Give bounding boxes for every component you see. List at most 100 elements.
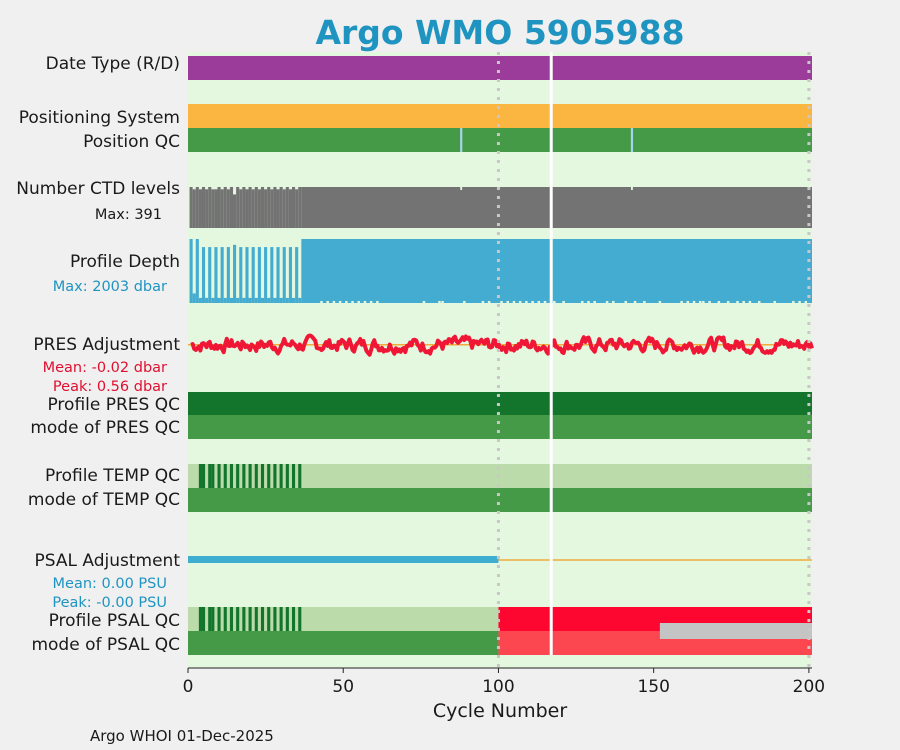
- ctd-level-bar-26: [267, 187, 271, 228]
- psal-qc-dark-26: [267, 607, 271, 631]
- depth-dip-76: [422, 300, 426, 303]
- label-profile-pres-qc: Profile PRES QC: [47, 395, 180, 415]
- label-positioning-system: Positioning System: [19, 108, 180, 128]
- depth-bar-23: [257, 247, 261, 303]
- ctd-level-bar-1: [189, 187, 193, 228]
- ctd-level-bar-23: [257, 189, 261, 228]
- mode-psal-qc-missing: [659, 623, 812, 639]
- x-axis-label: Cycle Number: [433, 700, 567, 722]
- depth-dip-152: [658, 300, 662, 303]
- depth-dip-115: [543, 300, 547, 303]
- position-qc-bar: [188, 128, 812, 152]
- ctd-max-text: Max: 391: [95, 207, 162, 223]
- ctd-level-bar-24: [260, 187, 265, 228]
- psal-qc-dark-34: [292, 607, 296, 631]
- depth-dip-171: [717, 300, 721, 303]
- depth-dip-159: [680, 300, 683, 303]
- ctd-level-bar-2: [192, 189, 196, 228]
- ctd-level-bar-7: [208, 187, 212, 228]
- pres-mean-text: Mean: -0.02 dbar: [43, 360, 167, 376]
- ctd-level-bar-5: [201, 187, 206, 228]
- ctd-tick: [631, 187, 633, 190]
- psal-qc-dark-4: [198, 607, 202, 631]
- depth-dip-97: [487, 300, 491, 303]
- x-tick-label-200: 200: [793, 677, 825, 697]
- profile-depth-bar: [301, 239, 812, 303]
- depth-dip-144: [633, 300, 637, 303]
- depth-dip-141: [624, 300, 627, 303]
- depth-bar-13: [226, 247, 230, 303]
- status-bars: [188, 56, 814, 655]
- temp-qc-dark-30: [279, 464, 283, 488]
- x-tick-label-0: 0: [183, 677, 194, 697]
- depth-dip-166: [702, 300, 705, 303]
- depth-dip-184: [757, 300, 761, 303]
- depth-bar-22: [254, 297, 258, 303]
- depth-bar-8: [211, 297, 215, 303]
- depth-dip-147: [643, 300, 646, 303]
- temp-qc-dark-34: [292, 464, 296, 488]
- depth-dip-197: [798, 300, 801, 303]
- x-axis-ticks: 0 50 100 150 200: [183, 668, 825, 697]
- depth-bar-16: [236, 297, 240, 303]
- depth-bar-21: [251, 247, 255, 303]
- depth-dip-45: [326, 300, 329, 303]
- ctd-levels-bar: [301, 187, 812, 228]
- ctd-level-bar-18: [242, 187, 246, 228]
- temp-qc-dark-28: [273, 464, 277, 488]
- label-position-qc: Position QC: [83, 132, 180, 152]
- depth-dip-163: [692, 300, 696, 303]
- ctd-level-bar-6: [205, 189, 209, 228]
- temp-qc-dark-8: [211, 464, 215, 488]
- label-mode-pres-qc: mode of PRES QC: [30, 418, 180, 438]
- ctd-level-bar-27: [270, 189, 274, 228]
- depth-bar-34: [292, 297, 296, 303]
- depth-bar-32: [285, 297, 289, 303]
- depth-dip-43: [320, 300, 323, 303]
- psal-qc-dark-18: [242, 607, 246, 631]
- temp-qc-dark-10: [217, 464, 221, 488]
- date-type-bar: [188, 56, 812, 80]
- psal-mean-text: Mean: 0.00 PSU: [53, 576, 167, 592]
- ctd-level-bar-33: [288, 189, 292, 228]
- depth-bar-25: [264, 247, 268, 303]
- depth-dip-47: [332, 300, 336, 303]
- depth-dip-101: [500, 300, 503, 303]
- label-psal-adjustment: PSAL Adjustment: [35, 551, 181, 571]
- label-mode-temp-qc: mode of TEMP QC: [28, 490, 180, 510]
- gridlines: [496, 52, 811, 668]
- label-ctd-levels: Number CTD levels: [16, 179, 180, 199]
- label-pres-adjustment: PRES Adjustment: [33, 335, 180, 355]
- profile-pres-qc-bar: [188, 392, 812, 415]
- depth-bar-27: [270, 247, 274, 303]
- depth-bar-3: [195, 239, 199, 303]
- temp-qc-dark-36: [298, 464, 302, 488]
- positioning-bar: [188, 104, 812, 128]
- psal-qc-dark-14: [229, 607, 234, 631]
- depth-bar-9: [214, 247, 218, 303]
- label-profile-depth: Profile Depth: [70, 252, 180, 272]
- depth-dip-127: [581, 300, 584, 303]
- psal-qc-dark-28: [273, 607, 277, 631]
- depth-bar-2: [192, 293, 196, 303]
- ctd-level-bar-9: [214, 189, 218, 228]
- depth-dip-111: [531, 300, 534, 303]
- depth-dip-89: [463, 300, 466, 303]
- ctd-level-bar-36: [298, 187, 302, 228]
- depth-bar-12: [223, 297, 227, 303]
- temp-qc-dark-5: [201, 464, 206, 488]
- ctd-level-bar-19: [245, 189, 249, 228]
- depth-bar-30: [279, 297, 283, 303]
- depth-dip-55: [357, 300, 360, 303]
- ctd-level-bar-17: [239, 189, 243, 228]
- label-mode-psal-qc: mode of PSAL QC: [31, 635, 180, 655]
- depth-dip-51: [345, 300, 348, 303]
- psal-qc-dark-22: [254, 607, 258, 631]
- depth-dip-107: [518, 300, 522, 303]
- temp-qc-dark-14: [229, 464, 234, 488]
- ctd-level-bar-31: [282, 189, 286, 228]
- psal-qc-dark-5: [201, 607, 206, 631]
- depth-bar-26: [267, 297, 271, 303]
- depth-dip-61: [376, 300, 379, 303]
